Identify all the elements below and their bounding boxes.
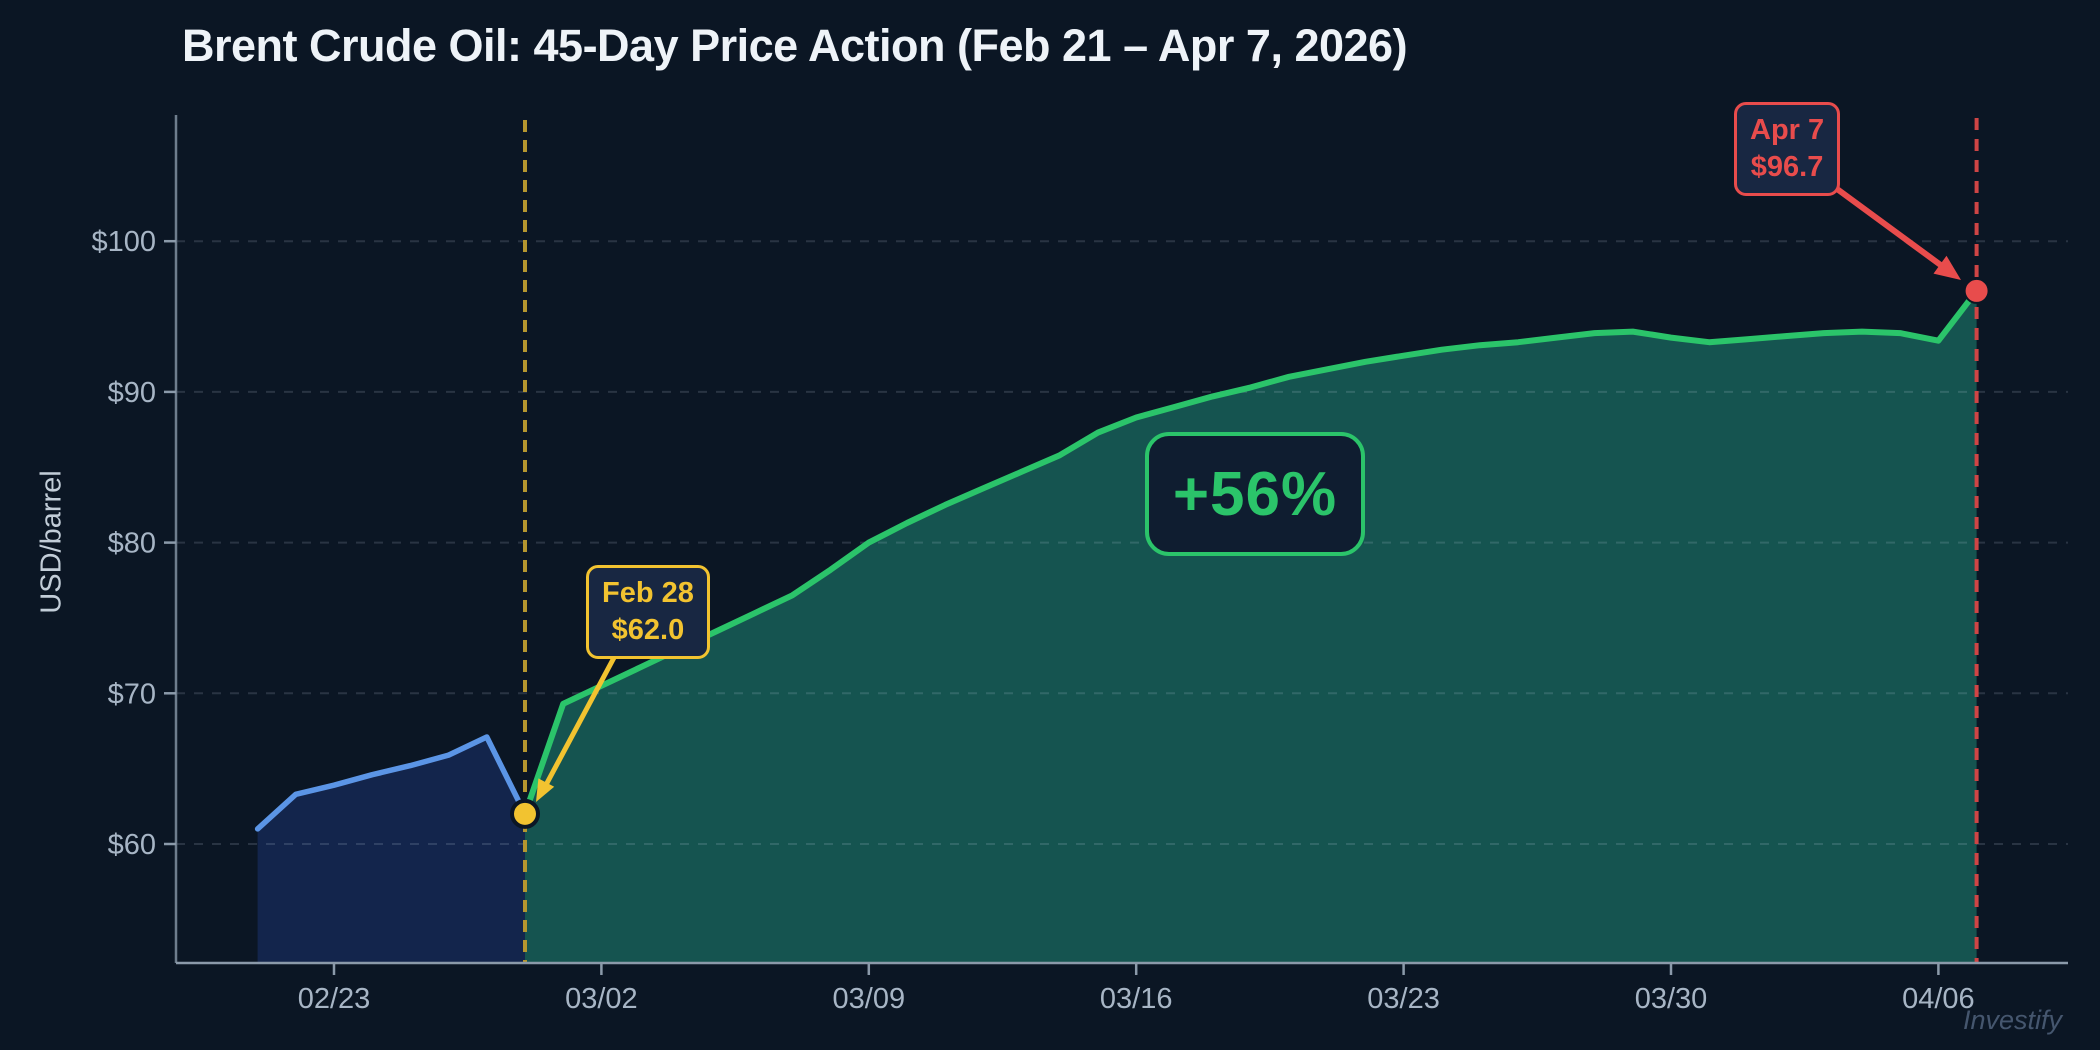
feb28-annotation-price: $62.0 bbox=[611, 614, 685, 647]
feb28-arrow-line bbox=[544, 649, 620, 786]
watermark: Investify bbox=[1962, 1005, 2062, 1035]
green-price-line bbox=[522, 287, 1980, 817]
apr7-arrow-head bbox=[1933, 255, 1961, 280]
y-tick-label-100: $100 bbox=[91, 226, 156, 258]
y-tick-label-70: $70 bbox=[108, 678, 156, 710]
x-tick-label-03-23: 03/23 bbox=[1367, 983, 1440, 1015]
feb28-arrow-head bbox=[536, 778, 555, 802]
apr7-annotation-price: $96.7 bbox=[1750, 151, 1824, 184]
x-tick-label-03-02: 03/02 bbox=[565, 983, 638, 1015]
x-tick-label-02-23: 02/23 bbox=[298, 983, 371, 1015]
x-tick-label-03-09: 03/09 bbox=[833, 983, 906, 1015]
apr7-annotation-date: Apr 7 bbox=[1750, 114, 1825, 146]
x-tick-label-03-16: 03/16 bbox=[1100, 983, 1173, 1015]
gain-badge: +56% bbox=[1145, 432, 1365, 556]
y-tick-label-80: $80 bbox=[108, 528, 156, 560]
gain-badge-label: +56% bbox=[1172, 459, 1338, 529]
green-area-fill bbox=[525, 290, 1977, 963]
chart-title: Brent Crude Oil: 45-Day Price Action (Fe… bbox=[182, 20, 1408, 71]
y-tick-label-60: $60 bbox=[108, 829, 156, 861]
y-tick-label-90: $90 bbox=[108, 377, 156, 409]
feb28-annotation-date: Feb 28 bbox=[602, 577, 694, 609]
apr7-marker-dot bbox=[1963, 277, 1990, 304]
feb28-annotation-box: Feb 28 $62.0 bbox=[586, 565, 710, 660]
apr7-annotation-box: Apr 7 $96.7 bbox=[1734, 102, 1841, 197]
apr7-arrow-line bbox=[1830, 183, 1945, 269]
blue-price-line bbox=[254, 734, 528, 832]
blue-area-fill bbox=[257, 737, 525, 963]
x-tick-label-04-06: 04/06 bbox=[1902, 983, 1975, 1015]
feb28-marker-dot bbox=[510, 798, 540, 829]
y-axis-title: USD/barrel bbox=[35, 470, 68, 614]
x-tick-label-03-30: 03/30 bbox=[1635, 983, 1708, 1015]
